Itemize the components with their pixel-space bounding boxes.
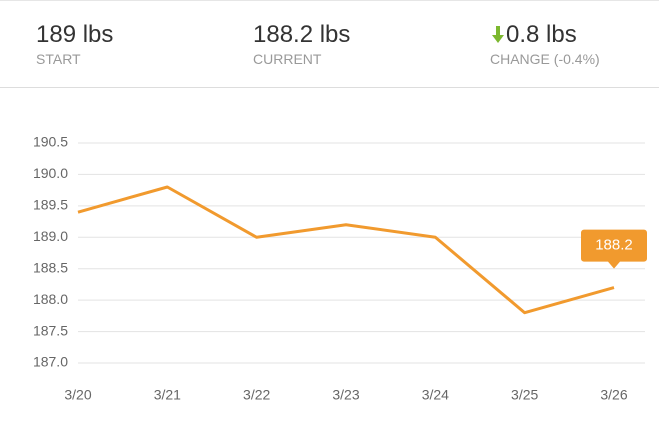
chart: 187.0 187.5 188.0 188.5 189.0 189.5 190.0 190.5… [33, 134, 647, 403]
down-arrow [492, 26, 504, 43]
stat-value: 188.2 lbs [253, 21, 351, 48]
x-tick-label: 3/22 [243, 387, 270, 403]
stat: 189 lbs START [36, 21, 113, 67]
stat: 188.2 lbs CURRENT [253, 21, 350, 67]
x-tick-label: 3/20 [64, 387, 91, 403]
y-tick-label: 189.0 [33, 228, 68, 244]
x-tick-label: 3/21 [154, 387, 181, 403]
x-tick-label: 3/23 [332, 387, 359, 403]
callout-label: 188.2 [595, 237, 633, 254]
y-tick-label: 187.0 [33, 354, 68, 370]
y-tick-label: 188.5 [33, 259, 68, 275]
stat-value: 0.8 lbs [506, 21, 577, 48]
x-tick-label: 3/25 [511, 387, 538, 403]
y-tick-label: 188.0 [33, 291, 68, 307]
stat-label: CURRENT [253, 51, 322, 67]
stat-value-row: 0.8 lbs [490, 21, 600, 49]
callout [581, 229, 647, 269]
x-tick-label: 3/24 [422, 387, 449, 403]
y-tick-label: 189.5 [33, 197, 68, 213]
y-tick-label: 190.5 [33, 134, 68, 150]
stat-label: START [36, 51, 81, 67]
stat: 0.8 lbs CHANGE (-0.4%) [490, 21, 600, 67]
x-tick-label: 3/26 [600, 387, 627, 403]
header: 189 lbs START 188.2 lbs CURRENT 0.8 lbs … [0, 0, 659, 88]
y-tick-label: 190.0 [33, 165, 68, 181]
stat-value: 189 lbs [36, 21, 114, 48]
data-line [77, 185, 615, 315]
stat-label: CHANGE (-0.4%) [490, 51, 600, 67]
y-tick-label: 187.5 [33, 322, 68, 338]
